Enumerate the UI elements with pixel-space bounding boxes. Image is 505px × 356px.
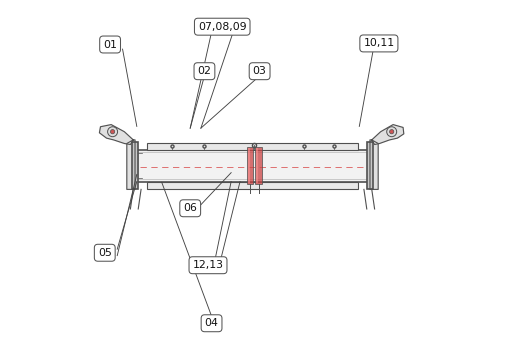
Text: 05: 05 [98,248,112,258]
Polygon shape [99,125,133,145]
Polygon shape [372,125,404,145]
Text: 02: 02 [197,66,212,76]
Text: 03: 03 [252,66,267,76]
Circle shape [389,130,394,134]
Text: 07,08,09: 07,08,09 [198,22,246,32]
FancyBboxPatch shape [247,147,253,184]
Text: 01: 01 [103,40,117,49]
FancyBboxPatch shape [256,148,258,183]
FancyBboxPatch shape [132,142,138,189]
Text: 12,13: 12,13 [192,260,224,270]
FancyBboxPatch shape [135,150,370,182]
Text: 04: 04 [205,318,219,328]
Text: 10,11: 10,11 [363,38,394,48]
Polygon shape [370,140,378,189]
FancyBboxPatch shape [256,147,262,184]
Polygon shape [127,140,135,189]
FancyBboxPatch shape [247,148,250,183]
Circle shape [387,127,397,137]
FancyBboxPatch shape [147,182,358,189]
Text: 06: 06 [183,203,197,213]
FancyBboxPatch shape [147,143,358,150]
Circle shape [108,127,118,137]
Circle shape [111,130,115,134]
FancyBboxPatch shape [367,142,373,189]
